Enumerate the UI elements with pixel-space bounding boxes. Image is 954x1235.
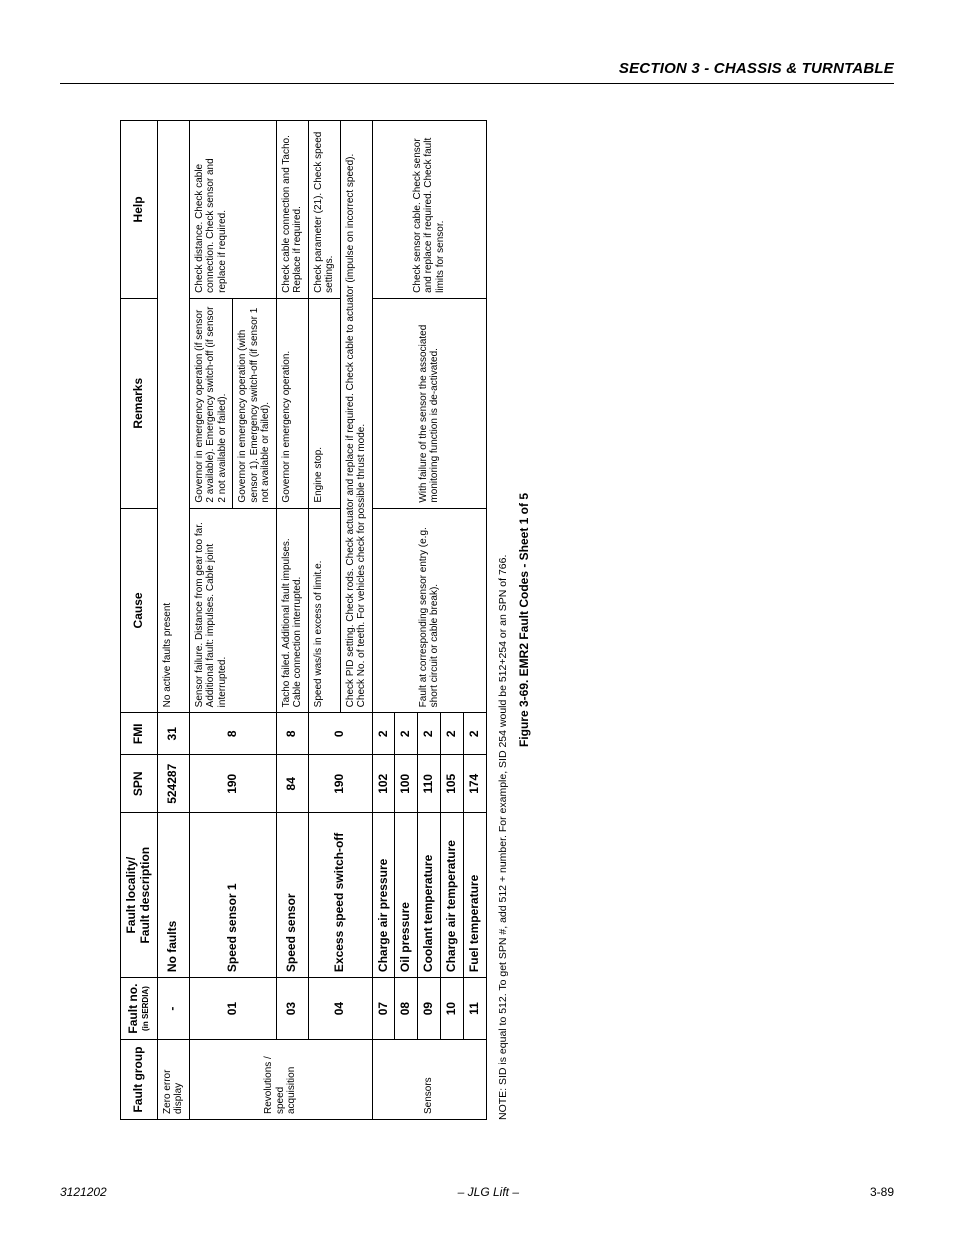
fault-no: 04 (308, 978, 372, 1040)
fault-no: 10 (440, 978, 463, 1040)
footer-right: 3-89 (870, 1185, 894, 1199)
cause: Tacho failed. Additional fault impulses.… (276, 508, 308, 713)
spn: 102 (372, 755, 395, 813)
landscape-content: Fault group Fault no. (in SERDIA) Fault … (120, 120, 830, 1120)
page-footer: 3121202 – JLG Lift – 3-89 (60, 1185, 894, 1199)
spn: 190 (189, 755, 276, 813)
section-header: SECTION 3 - CHASSIS & TURNTABLE (60, 60, 894, 84)
fault-no: 09 (418, 978, 441, 1040)
fault-loc: Excess speed switch-off (308, 813, 372, 978)
col-group: Fault group (121, 1040, 158, 1120)
cause: No active faults present (157, 121, 189, 713)
fault-loc: No faults (157, 813, 189, 978)
fmi: 8 (276, 713, 308, 755)
remarks: With failure of the sensor the associate… (372, 298, 486, 508)
col-spn: SPN (121, 755, 158, 813)
group-cell: Zero error display (157, 1040, 189, 1120)
spn: 110 (418, 755, 441, 813)
fault-loc: Charge air temperature (440, 813, 463, 978)
footer-left: 3121202 (60, 1185, 107, 1199)
remarks: Governor in emergency operation (if sens… (189, 298, 233, 508)
remarks: Governor in emergency operation. (276, 298, 308, 508)
table-row: Sensors 07 Charge air pressure 102 2 Fau… (372, 121, 395, 1120)
note-text: NOTE: SID is equal to 512. To get SPN #,… (497, 120, 509, 1120)
table-row: Revolutions / speed acquisition 01 Speed… (189, 121, 233, 1120)
table-header-row: Fault group Fault no. (in SERDIA) Fault … (121, 121, 158, 1120)
col-no-l2: (in SERDIA) (141, 983, 150, 1034)
spn: 190 (308, 755, 372, 813)
cause: Fault at corresponding sensor entry (e.g… (372, 508, 486, 713)
fault-loc: Coolant temperature (418, 813, 441, 978)
cause: Check PID setting. Check rods. Check act… (340, 121, 372, 713)
help: Check cable connection and Tacho. Replac… (276, 121, 308, 299)
fault-loc: Speed sensor 1 (189, 813, 276, 978)
fault-no: 01 (189, 978, 276, 1040)
figure-caption: Figure 3-69. EMR2 Fault Codes - Sheet 1 … (517, 120, 531, 1120)
fmi: 2 (395, 713, 418, 755)
fmi: 8 (189, 713, 276, 755)
group-cell: Revolutions / speed acquisition (189, 1040, 372, 1120)
remarks: Engine stop. (308, 298, 340, 508)
table-row: 03 Speed sensor 84 8 Tacho failed. Addit… (276, 121, 308, 1120)
col-loc: Fault locality/ Fault description (121, 813, 158, 978)
help: Check sensor cable. Check sensor and rep… (372, 121, 486, 299)
remarks: Governor in emergency operation (with se… (233, 298, 277, 508)
fault-no: 08 (395, 978, 418, 1040)
spn: 105 (440, 755, 463, 813)
col-remarks: Remarks (121, 298, 158, 508)
col-loc-l1: Fault locality/ (124, 857, 138, 934)
fault-no: 07 (372, 978, 395, 1040)
fault-no: - (157, 978, 189, 1040)
fault-no: 03 (276, 978, 308, 1040)
fmi: 2 (440, 713, 463, 755)
fmi: 2 (372, 713, 395, 755)
help: Check distance. Check cable connection. … (189, 121, 276, 299)
fault-loc: Speed sensor (276, 813, 308, 978)
fault-codes-table: Fault group Fault no. (in SERDIA) Fault … (120, 120, 487, 1120)
spn: 524287 (157, 755, 189, 813)
col-help: Help (121, 121, 158, 299)
help: Check parameter (21). Check speed settin… (308, 121, 340, 299)
cause: Speed was/is in excess of limit.e. (308, 508, 340, 713)
col-loc-l2: Fault description (138, 847, 152, 944)
spn: 100 (395, 755, 418, 813)
fmi: 2 (418, 713, 441, 755)
group-cell: Sensors (372, 1040, 486, 1120)
fault-loc: Oil pressure (395, 813, 418, 978)
cause: Sensor failure. Distance from gear too f… (189, 508, 276, 713)
fmi: 2 (463, 713, 486, 755)
page: SECTION 3 - CHASSIS & TURNTABLE Fault gr… (0, 0, 954, 1235)
fault-loc: Charge air pressure (372, 813, 395, 978)
fault-no: 11 (463, 978, 486, 1040)
spn: 174 (463, 755, 486, 813)
fmi: 0 (308, 713, 372, 755)
table-row: Zero error display - No faults 524287 31… (157, 121, 189, 1120)
col-fmi: FMI (121, 713, 158, 755)
table-row: 04 Excess speed switch-off 190 0 Speed w… (308, 121, 340, 1120)
fmi: 31 (157, 713, 189, 755)
col-cause: Cause (121, 508, 158, 713)
footer-mid: – JLG Lift – (458, 1185, 519, 1199)
col-no-l1: Fault no. (126, 984, 140, 1034)
spn: 84 (276, 755, 308, 813)
col-no: Fault no. (in SERDIA) (121, 978, 158, 1040)
fault-loc: Fuel temperature (463, 813, 486, 978)
